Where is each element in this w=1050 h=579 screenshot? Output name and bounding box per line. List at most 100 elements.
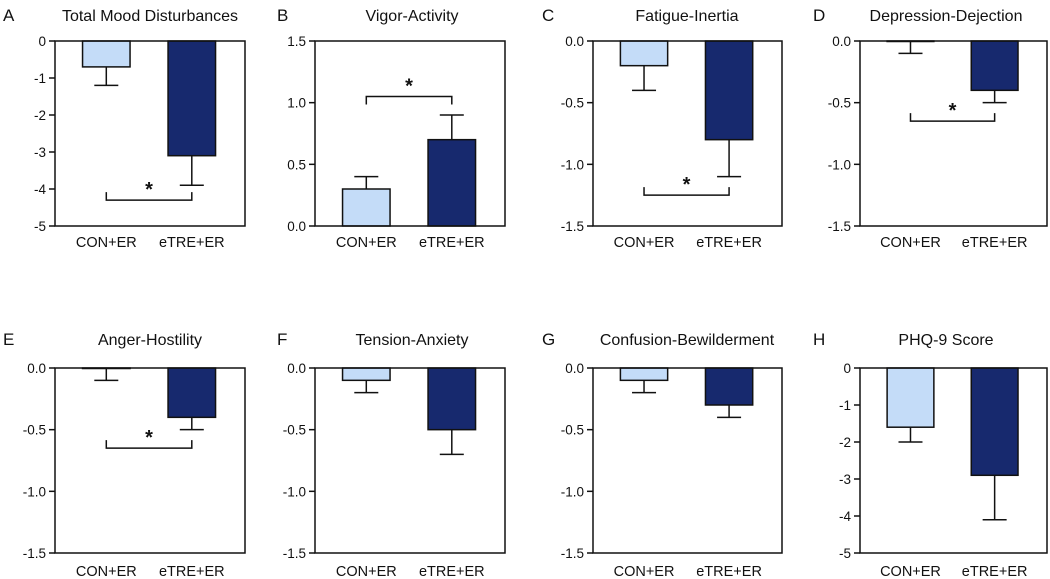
- y-tick-label: -1.5: [23, 546, 46, 561]
- bar-con-er: [619, 367, 669, 382]
- y-tick-label: 0.0: [27, 361, 46, 376]
- panel-g: G Confusion-Bewilderment 0.0 -0.5 -1.0 -1.5 CO…: [542, 330, 783, 579]
- bar-etre-er: [167, 40, 217, 157]
- category-label: eTRE+ER: [419, 564, 485, 579]
- panel-title: Depression-Dejection: [870, 8, 1023, 25]
- panel-title: Tension-Anxiety: [356, 332, 469, 349]
- panel-letter: C: [542, 6, 554, 25]
- panel-letter: D: [813, 6, 825, 25]
- category-label: CON+ER: [76, 235, 137, 251]
- bar-con-er: [341, 367, 391, 382]
- y-tick-label: -1: [34, 71, 46, 86]
- y-tick-label: -1.0: [828, 157, 851, 172]
- category-label: CON+ER: [336, 564, 397, 579]
- y-tick-label: 0.0: [832, 34, 851, 49]
- bar-etre-er: [970, 40, 1019, 92]
- y-tick-label: 0.0: [287, 361, 306, 376]
- y-tick-label: -0.5: [828, 96, 851, 111]
- plot-frame: [859, 40, 1048, 227]
- y-tick-label: 1.5: [287, 34, 306, 49]
- y-tick-label: 0: [843, 361, 851, 376]
- category-label: eTRE+ER: [696, 564, 762, 579]
- significance-star: *: [145, 179, 153, 201]
- category-label: CON+ER: [614, 564, 675, 579]
- panel-b: B Vigor-Activity 0.0 0.5 1.0 1.5 CON+ER eTRE+ER…: [277, 6, 506, 251]
- significance-bracket: [643, 187, 730, 196]
- plot-frame: [859, 367, 1048, 554]
- bar-con-er: [341, 188, 391, 227]
- y-tick-label: 1.0: [287, 96, 306, 111]
- panel-f: F Tension-Anxiety 0.0 -0.5 -1.0 -1.5 CON+ER eTR…: [277, 330, 506, 579]
- panel-d: D Depression-Dejection 0.0 -0.5 -1.0 -1.5 CON+…: [813, 6, 1048, 251]
- category-label: CON+ER: [76, 564, 137, 579]
- plot-frame: [314, 367, 506, 554]
- panel-title: Confusion-Bewilderment: [600, 332, 775, 349]
- category-label: CON+ER: [614, 235, 675, 251]
- panel-e: E Anger-Hostility 0.0 -0.5 -1.0 -1.5 CON+ER eTR…: [3, 330, 246, 579]
- significance-bracket: [105, 192, 193, 201]
- bar-con-er: [619, 40, 669, 67]
- plot-frame: [592, 40, 783, 227]
- panel-letter: B: [277, 6, 288, 25]
- y-tick-label: -1.0: [561, 484, 584, 499]
- category-label: eTRE+ER: [159, 564, 225, 579]
- y-tick-label: 0.0: [565, 34, 584, 49]
- panel-letter: H: [813, 330, 825, 349]
- category-label: eTRE+ER: [696, 235, 762, 251]
- panel-letter: F: [277, 330, 287, 349]
- category-label: CON+ER: [880, 564, 941, 579]
- category-label: eTRE+ER: [962, 564, 1028, 579]
- y-tick-label: -0.5: [561, 96, 584, 111]
- panel-letter: G: [542, 330, 555, 349]
- y-tick-label: -2: [839, 435, 851, 450]
- y-tick-label: -1.5: [561, 219, 584, 234]
- bar-etre-er: [704, 367, 754, 406]
- y-tick-label: 0.0: [565, 361, 584, 376]
- significance-star: *: [145, 427, 153, 449]
- panel-a: A Total Mood Disturbances 0 -1 -2 -3 -4 -5 CON+E…: [3, 6, 246, 251]
- y-tick-label: -1.0: [283, 484, 306, 499]
- panel-title: Anger-Hostility: [98, 332, 202, 349]
- y-tick-label: -0.5: [283, 423, 306, 438]
- category-label: eTRE+ER: [159, 235, 225, 251]
- y-tick-label: -1.5: [283, 546, 306, 561]
- bar-etre-er: [704, 40, 754, 141]
- category-label: CON+ER: [880, 235, 941, 251]
- y-tick-label: 0.0: [287, 219, 306, 234]
- plot-frame: [54, 367, 246, 554]
- y-tick-label: -3: [839, 472, 851, 487]
- significance-bracket: [105, 440, 193, 449]
- y-tick-label: -1.5: [828, 219, 851, 234]
- significance-star: *: [405, 76, 413, 98]
- panel-title: PHQ-9 Score: [898, 332, 993, 349]
- y-tick-label: -5: [34, 219, 46, 234]
- category-label: eTRE+ER: [962, 235, 1028, 251]
- y-tick-label: 0: [38, 34, 46, 49]
- y-tick-label: -1.0: [23, 484, 46, 499]
- panel-title: Fatigue-Inertia: [635, 8, 738, 25]
- panel-h: H PHQ-9 Score 0 -1 -2 -3 -4 -5 CON+ER eTRE+ER: [813, 330, 1048, 579]
- significance-star: *: [949, 100, 957, 122]
- bar-etre-er: [970, 367, 1019, 477]
- bar-etre-er: [427, 138, 477, 227]
- y-tick-label: -3: [34, 145, 46, 160]
- y-tick-label: -5: [839, 546, 851, 561]
- plot-frame: [314, 40, 506, 227]
- category-label: eTRE+ER: [419, 235, 485, 251]
- category-label: CON+ER: [336, 235, 397, 251]
- y-tick-label: -4: [839, 509, 851, 524]
- panel-title: Vigor-Activity: [365, 8, 458, 25]
- bar-etre-er: [427, 367, 477, 431]
- y-tick-label: 0.5: [287, 157, 306, 172]
- panel-letter: E: [3, 330, 14, 349]
- significance-star: *: [683, 174, 691, 196]
- panel-title: Total Mood Disturbances: [62, 8, 238, 25]
- panel-c: C Fatigue-Inertia 0.0 -0.5 -1.0 -1.5 CON+ER eTR…: [542, 6, 783, 251]
- y-tick-label: -1.5: [561, 546, 584, 561]
- y-tick-label: -0.5: [23, 423, 46, 438]
- bar-con-er: [886, 367, 935, 428]
- bar-etre-er: [167, 367, 217, 419]
- y-tick-label: -1.0: [561, 157, 584, 172]
- y-tick-label: -0.5: [561, 423, 584, 438]
